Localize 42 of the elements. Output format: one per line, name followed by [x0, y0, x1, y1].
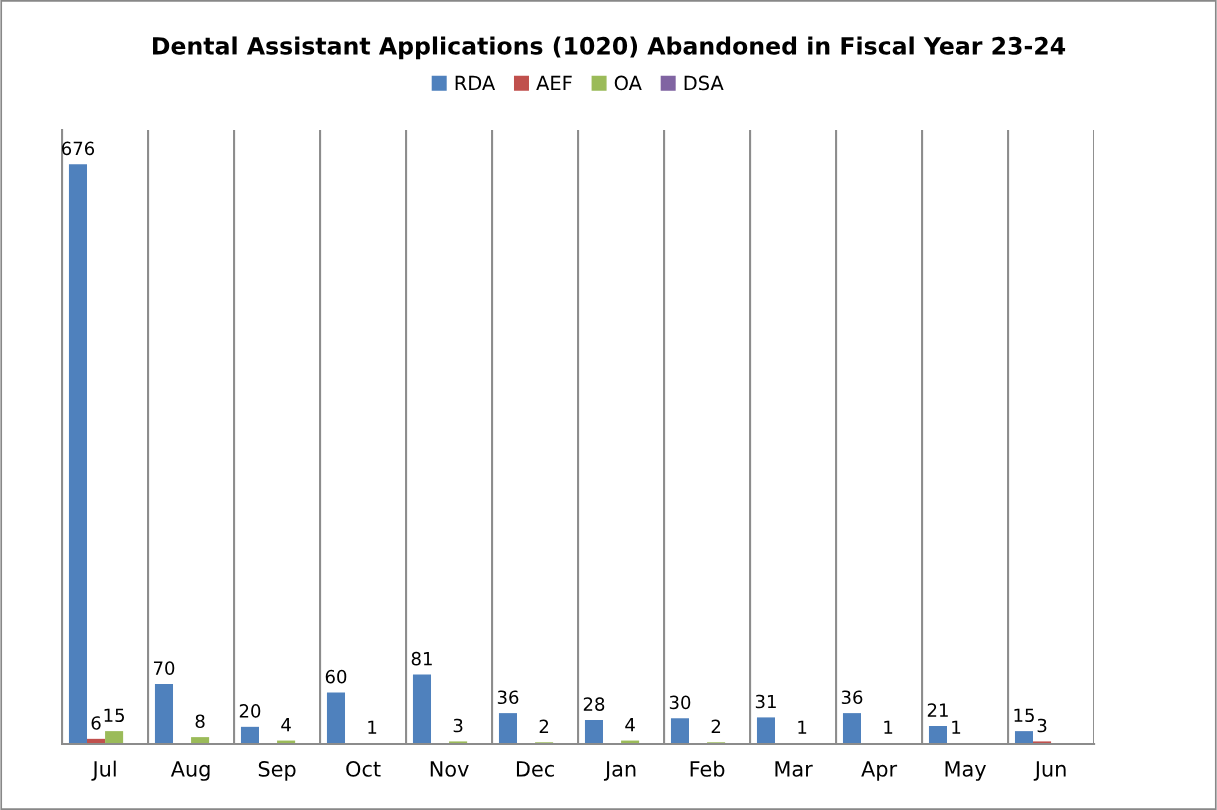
data-label: 3: [453, 718, 463, 733]
data-label: 28: [583, 697, 605, 711]
legend-label: OA: [614, 75, 642, 91]
data-label: 4: [625, 718, 635, 732]
x-tick-label: Mar: [775, 761, 813, 777]
data-label: 2: [711, 719, 721, 733]
data-label: 1: [884, 720, 893, 734]
data-label: 15: [1014, 708, 1034, 723]
data-label: 70: [153, 661, 175, 675]
data-label: 30: [669, 695, 691, 710]
data-label: 1: [798, 720, 807, 734]
data-label: 6: [91, 716, 101, 730]
legend-label: RDA: [455, 75, 496, 91]
data-label: 36: [497, 690, 519, 705]
x-tick-label: Jan: [603, 761, 636, 781]
data-label: 60: [325, 669, 347, 684]
data-label: 15: [104, 708, 125, 723]
data-label: 8: [195, 714, 205, 729]
legend-label: DSA: [684, 75, 724, 91]
x-tick-label: Dec: [516, 761, 554, 777]
data-label: 20: [239, 704, 261, 718]
data-label: 3: [1037, 718, 1047, 733]
x-tick-label: Nov: [430, 761, 469, 777]
x-tick-label: Feb: [690, 760, 725, 777]
x-tick-label: Apr: [861, 761, 898, 781]
data-label: 2: [539, 719, 549, 733]
data-label: 1: [368, 720, 377, 734]
x-tick-label: May: [945, 761, 986, 781]
data-label: 676: [62, 141, 95, 156]
data-label: 31: [755, 694, 776, 709]
chart-title: Dental Assistant Applications (1020) Abandoned in Fiscal Year 23-24: [153, 36, 1066, 60]
x-tick-label: Jun: [1033, 761, 1066, 781]
data-label: 1: [952, 720, 961, 734]
data-label: 4: [281, 718, 291, 732]
data-label: 36: [841, 690, 863, 705]
legend-label: AEF: [536, 75, 572, 91]
data-label: 81: [411, 651, 432, 666]
x-tick-label: Aug: [170, 761, 210, 781]
x-tick-label: Jul: [91, 760, 116, 781]
x-tick-label: Oct: [346, 761, 381, 777]
x-tick-label: Sep: [258, 761, 296, 781]
data-label: 21: [927, 703, 948, 717]
